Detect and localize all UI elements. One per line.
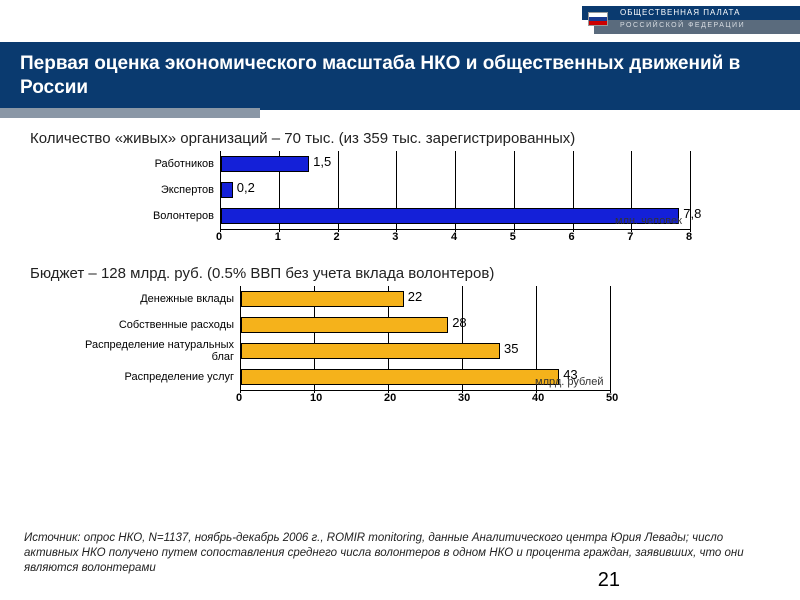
chart-row: Распределение услуг43 [60, 364, 780, 390]
bar-value: 0,2 [237, 180, 255, 195]
bar [241, 369, 559, 385]
chart1-unit: млн. человек [615, 215, 682, 227]
category-label: Работников [40, 158, 220, 170]
category-label: Волонтеров [40, 210, 220, 222]
bar [241, 317, 448, 333]
category-label: Денежные вклады [60, 293, 240, 305]
bar-value: 22 [408, 289, 422, 304]
category-label: Распределение натуральных благ [60, 339, 240, 363]
title-underbar [0, 108, 260, 118]
bar [221, 208, 679, 224]
flag-icon [588, 12, 608, 26]
page-number: 21 [598, 569, 620, 592]
brand-line1: ОБЩЕСТВЕННАЯ ПАЛАТА [582, 6, 800, 20]
chart-row: Экспертов 0,2 [40, 177, 780, 203]
chart-people: Работников1,5Экспертов0,2Волонтеров7,8 0… [40, 151, 780, 249]
brand-line2: РОССИЙСКОЙ ФЕДЕРАЦИИ [594, 20, 800, 34]
chart-budget: Денежные вклады 22 Собственные расходы 28 Ра… [60, 286, 780, 414]
bar [241, 343, 500, 359]
subtitle-1: Количество «живых» организаций – 70 тыс.… [30, 130, 780, 147]
chart-row: Денежные вклады 22 [60, 286, 780, 312]
bar [241, 291, 404, 307]
chart-row: Работников 1,5 [40, 151, 780, 177]
chart-row: Собственные расходы 28 [60, 312, 780, 338]
chart2-unit: млрд. рублей [535, 376, 603, 388]
source-note: Источник: опрос НКО, N=1137, ноябрь-дека… [24, 531, 776, 576]
bar-value: 1,5 [313, 154, 331, 169]
category-label: Собственные расходы [60, 319, 240, 331]
content-area: Количество «живых» организаций – 70 тыс.… [20, 124, 780, 590]
category-label: Экспертов [40, 184, 220, 196]
bar-value: 35 [504, 341, 518, 356]
slide-title: Первая оценка экономического масштаба НК… [0, 42, 800, 110]
header-strip: ОБЩЕСТВЕННАЯ ПАЛАТА РОССИЙСКОЙ ФЕДЕРАЦИИ [0, 0, 800, 42]
bar [221, 156, 309, 172]
bar-value: 7,8 [683, 206, 701, 221]
bar [221, 182, 233, 198]
category-label: Распределение услуг [60, 371, 240, 383]
bar-value: 28 [452, 315, 466, 330]
chart-row: Распределение натуральных благ 35 [60, 338, 780, 364]
subtitle-2: Бюджет – 128 млрд. руб. (0.5% ВВП без уч… [30, 265, 780, 282]
